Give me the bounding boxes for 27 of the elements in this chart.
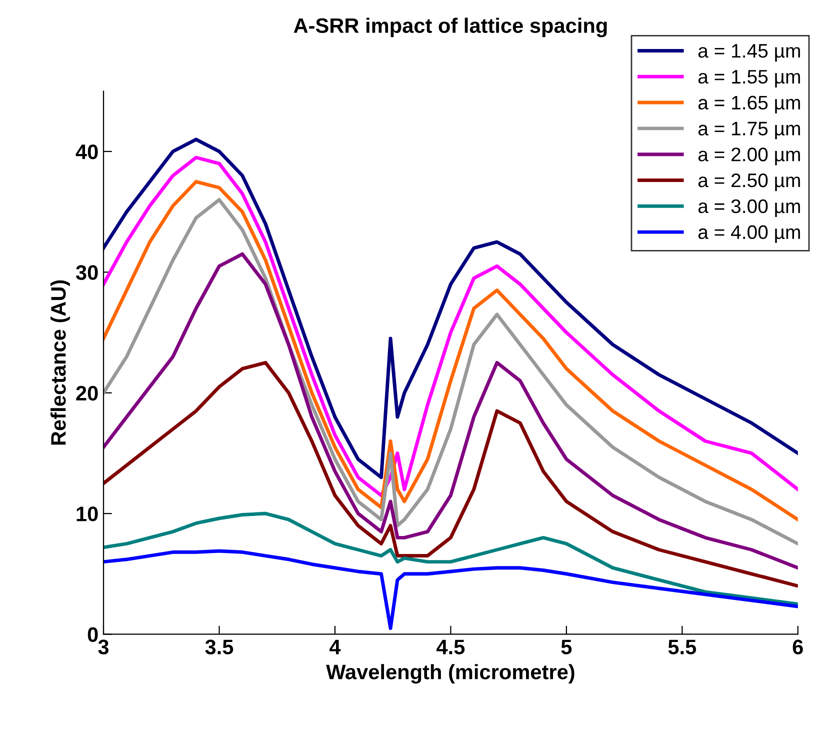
y-tick-label: 10 [76,506,98,522]
legend-label: a = 1.65 µm [698,96,800,114]
x-tick-label: 4.5 [436,640,465,654]
legend-label: a = 2.50 µm [698,173,800,192]
y-axis-title: Reflectance (AU) [50,280,70,445]
x-tick-label: 3 [98,640,109,654]
x-tick-label: 3.5 [205,640,234,654]
legend-label: a = 3.00 µm [698,199,800,217]
legend-label: a = 1.55 µm [698,70,800,88]
legend-label: a = 1.75 µm [698,122,800,140]
line-series [104,512,798,606]
x-tick-label: 5 [561,640,572,654]
x-axis-title: Wavelength (micrometre) [326,664,574,684]
legend-label: a = 2.00 µm [698,148,800,166]
line-series [104,252,798,570]
y-tick-label: 0 [88,627,98,642]
x-tick-label: 4 [329,640,341,654]
x-tick-label: 5.5 [668,640,696,654]
line-series [104,549,798,630]
y-tick-label: 40 [76,144,98,160]
x-tick-label: 6 [792,640,803,654]
legend-label: a = 1.45 µm [698,44,800,62]
line-series [104,360,798,588]
y-tick-label: 20 [76,386,98,401]
chart-title: A-SRR impact of lattice spacing [294,18,607,38]
legend-label: a = 4.00 µm [698,225,800,243]
y-tick-label: 30 [76,265,98,280]
